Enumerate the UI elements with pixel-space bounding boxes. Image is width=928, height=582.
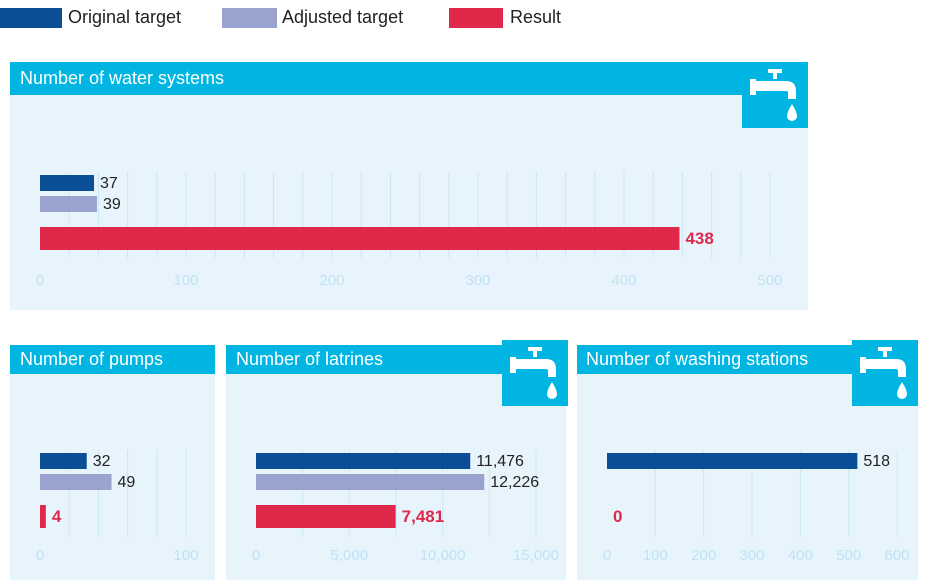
x-tick-label: 0 (252, 547, 260, 564)
legend-swatch (222, 8, 277, 28)
x-tick-label: 200 (691, 547, 716, 564)
bar (256, 453, 471, 469)
legend-label: Adjusted target (282, 7, 403, 27)
panel (10, 62, 808, 310)
x-tick-label: 200 (319, 272, 344, 289)
x-tick-label: 0 (36, 547, 44, 564)
panel-header (10, 62, 742, 95)
legend-swatch (449, 8, 503, 28)
panel-title: Number of latrines (236, 349, 383, 369)
value-label: 32 (93, 453, 111, 470)
x-tick-label: 100 (173, 547, 198, 564)
bar (40, 175, 95, 191)
x-tick-label: 100 (643, 547, 668, 564)
bar (607, 453, 858, 469)
panel-title: Number of pumps (20, 349, 163, 369)
bar (256, 474, 485, 490)
bar (40, 474, 112, 490)
x-tick-label: 400 (788, 547, 813, 564)
x-tick-label: 600 (884, 547, 909, 564)
x-tick-label: 10,000 (420, 547, 466, 564)
panel-title: Number of washing stations (586, 349, 808, 369)
panel-title: Number of water systems (20, 68, 224, 88)
value-label: 12,226 (490, 474, 539, 491)
value-label: 4 (52, 507, 62, 526)
icon (502, 340, 568, 406)
x-tick-label: 15,000 (513, 547, 559, 564)
value-label: 11,476 (476, 453, 524, 470)
value-label: 0 (613, 507, 622, 526)
bar (256, 505, 396, 528)
legend: Original target Adjusted target Result (0, 7, 561, 28)
x-tick-label: 500 (836, 547, 861, 564)
x-tick-label: 500 (757, 272, 782, 289)
panel-header (10, 345, 215, 374)
x-tick-label: 5,000 (331, 547, 369, 564)
value-label: 518 (863, 453, 890, 470)
x-tick-label: 0 (603, 547, 611, 564)
x-tick-label: 300 (465, 272, 490, 289)
x-tick-label: 400 (611, 272, 636, 289)
bar (40, 196, 97, 212)
bar (40, 505, 46, 528)
legend-label: Original target (68, 7, 181, 27)
panel-header (226, 345, 502, 374)
value-label: 7,481 (402, 507, 445, 526)
value-label: 438 (685, 229, 713, 248)
legend-label: Result (510, 7, 561, 27)
x-tick-label: 300 (739, 547, 764, 564)
bar (40, 453, 87, 469)
panel-header (577, 345, 853, 374)
legend-swatch (0, 8, 62, 28)
icon (742, 62, 808, 128)
value-label: 37 (100, 175, 118, 192)
x-tick-label: 0 (36, 272, 44, 289)
x-tick-label: 100 (173, 272, 198, 289)
bar (40, 227, 680, 250)
value-label: 39 (103, 196, 121, 213)
icon (852, 340, 918, 406)
value-label: 49 (118, 474, 136, 491)
